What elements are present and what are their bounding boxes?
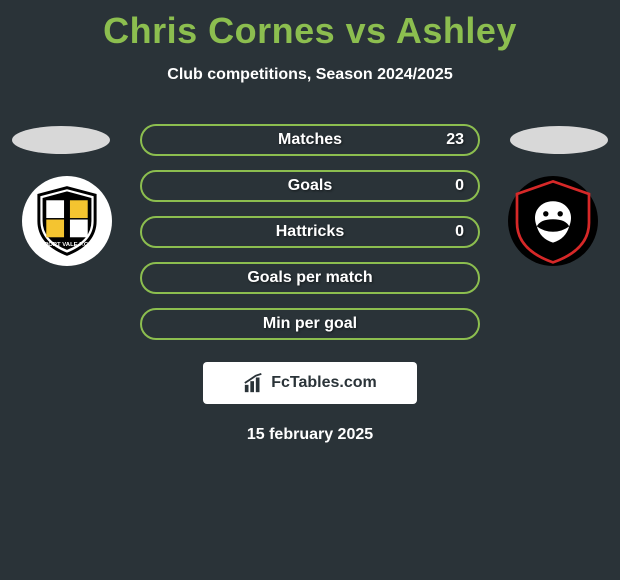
stat-bar-min-per-goal: Min per goal (140, 308, 480, 340)
stat-value-right: 23 (446, 131, 464, 149)
club-badge-left: PORT VALE F.C. (22, 176, 112, 266)
bar-chart-icon (243, 372, 265, 394)
player-marker-left (12, 126, 110, 154)
comparison-area: PORT VALE F.C. Matches 23 Goals 0 Hattri… (0, 124, 620, 354)
stat-bar-matches: Matches 23 (140, 124, 480, 156)
player-marker-right (510, 126, 608, 154)
brand-box: FcTables.com (203, 362, 417, 404)
stat-bar-goals-per-match: Goals per match (140, 262, 480, 294)
date-text: 15 february 2025 (0, 426, 620, 444)
club-badge-right (508, 176, 598, 266)
stat-label: Min per goal (142, 315, 478, 333)
stat-label: Hattricks (142, 223, 478, 241)
stat-bars: Matches 23 Goals 0 Hattricks 0 Goals per… (140, 124, 480, 340)
stat-label: Goals (142, 177, 478, 195)
stat-label: Goals per match (142, 269, 478, 287)
subtitle: Club competitions, Season 2024/2025 (0, 66, 620, 84)
page-title: Chris Cornes vs Ashley (0, 0, 620, 52)
stat-label: Matches (142, 131, 478, 149)
brand-text: FcTables.com (271, 374, 377, 392)
port-vale-icon: PORT VALE F.C. (30, 184, 104, 258)
svg-text:PORT VALE F.C.: PORT VALE F.C. (44, 242, 90, 248)
stat-bar-hattricks: Hattricks 0 (140, 216, 480, 248)
salford-icon (508, 176, 598, 266)
stat-bar-goals: Goals 0 (140, 170, 480, 202)
stat-value-right: 0 (455, 223, 464, 241)
stat-value-right: 0 (455, 177, 464, 195)
